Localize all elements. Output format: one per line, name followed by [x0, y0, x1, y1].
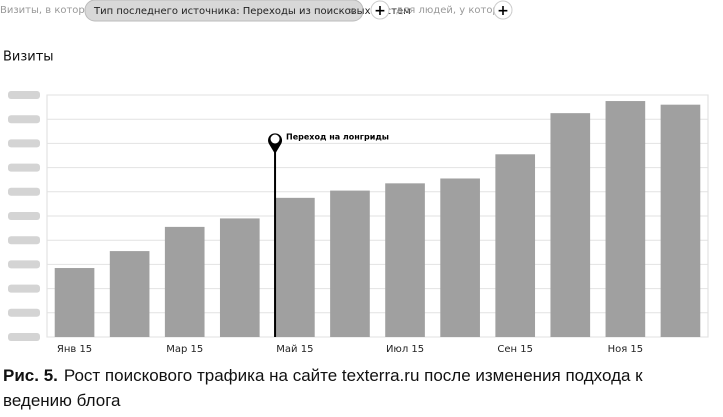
blurred-tick-label [8, 139, 40, 148]
blurred-tick-label [8, 163, 40, 172]
x-tick-label: Сен 15 [497, 344, 533, 355]
blurred-tick-label [8, 333, 40, 341]
add-button[interactable] [370, 0, 390, 20]
filter-pill[interactable] [84, 0, 364, 22]
blurred-tick-label [8, 284, 40, 293]
bar [660, 104, 701, 338]
caption: Рис. 5. Рост поискового трафика на сайте … [3, 363, 703, 413]
add-icon: + [374, 3, 386, 19]
bar [495, 154, 536, 337]
blurred-tick-label [8, 236, 40, 245]
x-tick-label: Мар 15 [166, 344, 203, 355]
x-tick-label: Май 15 [276, 344, 313, 355]
blurred-tick-label [8, 115, 40, 124]
pill-close[interactable]: × [348, 6, 356, 17]
bar [330, 190, 370, 337]
bar [54, 268, 95, 337]
blurred-tick-label [8, 187, 40, 196]
x-tick-label: Июл 15 [386, 344, 424, 355]
bar [550, 113, 591, 338]
filter-prefix: Визиты, в которых [0, 5, 99, 16]
chart: Визиты, в которых Тип последнего источни… [0, 0, 709, 355]
chart-title: Визиты [3, 50, 54, 65]
x-tick-label: Ноя 15 [608, 344, 644, 355]
bar [440, 178, 480, 337]
blurred-tick-label [8, 212, 40, 220]
filter-suffix: для людей, у которых [396, 5, 513, 16]
annotation-text: Переход на лонгриды [286, 133, 389, 142]
bar [605, 101, 646, 337]
bar [219, 218, 260, 337]
caption-text: Рост поискового трафика на сайте texterr… [3, 366, 643, 410]
blurred-tick-label [8, 308, 40, 317]
add-icon: + [497, 3, 509, 19]
bar [109, 251, 150, 337]
bar [385, 183, 425, 337]
blurred-tick-label [8, 260, 40, 269]
filter-pill-text: Тип последнего источника: Переходы из по… [93, 6, 411, 17]
add-button[interactable] [493, 0, 513, 20]
blurred-tick-label [8, 91, 40, 99]
annotation-pin-hole [270, 134, 280, 144]
x-tick-label: Янв 15 [57, 344, 92, 355]
caption-label: Рис. 5. [3, 366, 58, 385]
bar [164, 226, 205, 337]
bar [275, 197, 315, 337]
